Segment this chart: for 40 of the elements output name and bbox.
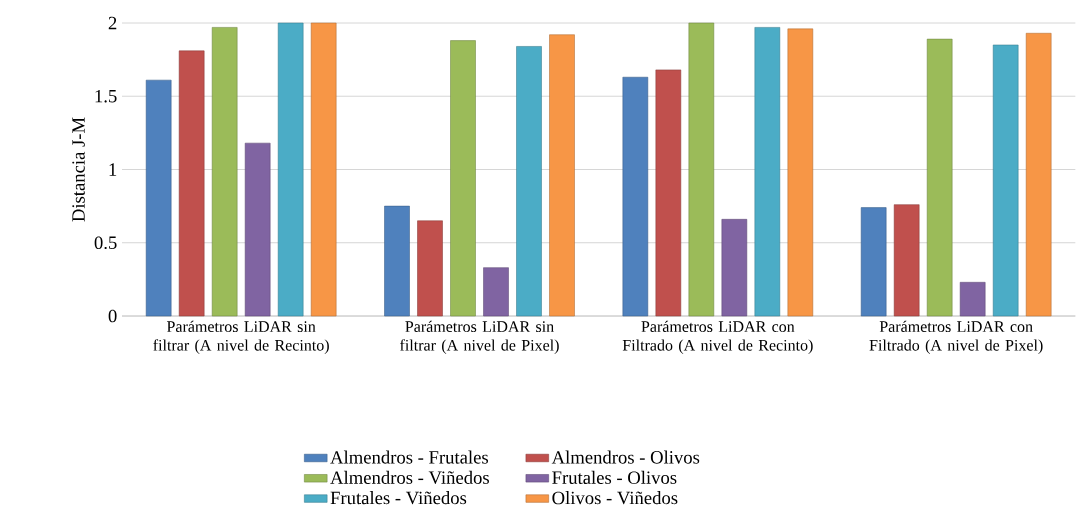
- y-tick-label: 1: [109, 163, 117, 176]
- bar: [384, 205, 410, 317]
- bar: [145, 79, 172, 317]
- y-tick-label: 1.5: [95, 89, 117, 103]
- bar: [549, 34, 575, 317]
- x-tick-label: Parámetros LiDAR sin filtrar (A nivel de Recinto): [153, 320, 329, 354]
- bar: [992, 44, 1019, 317]
- bar: [688, 22, 715, 317]
- bar: [1025, 32, 1052, 317]
- bar: [417, 220, 443, 317]
- bar: [450, 40, 476, 317]
- bar: [310, 22, 337, 317]
- bar: [655, 69, 682, 317]
- legend-label: Almendros - Olivos: [551, 450, 700, 464]
- bar: [211, 27, 238, 317]
- bar: [516, 46, 542, 317]
- legend-label: Olivos - Viñedos: [552, 491, 678, 505]
- y-tick-label: 2: [108, 16, 117, 30]
- x-tick-label: Parámetros LiDAR con Filtrado (A nivel de Recinto): [622, 320, 813, 354]
- y-tick-label: 0: [108, 309, 117, 323]
- x-tick-label: Parámetros LiDAR con Filtrado (A nivel de Pixel): [869, 320, 1043, 354]
- y-axis-title: Distancia J-M: [72, 117, 85, 222]
- legend-label: Frutales - Olivos: [552, 470, 677, 484]
- y-tick-label: 0.5: [94, 236, 117, 250]
- bar: [959, 282, 986, 317]
- legend-label: Almendros - Viñedos: [330, 470, 489, 485]
- bar: [178, 50, 205, 317]
- bar: [754, 27, 781, 317]
- bar: [622, 76, 649, 317]
- bar: [244, 142, 271, 317]
- legend-label: Frutales - Viñedos: [330, 491, 467, 505]
- legend-label: Almendros - Frutales: [330, 450, 489, 464]
- x-tick-label: Parámetros LiDAR sin filtrar (A nivel de Pixel): [400, 320, 559, 354]
- bar: [893, 204, 920, 317]
- bar: [483, 267, 509, 317]
- bar: [721, 219, 748, 317]
- bar: [277, 22, 304, 317]
- bar: [926, 38, 953, 317]
- bar: [787, 28, 814, 317]
- bar: [860, 207, 887, 317]
